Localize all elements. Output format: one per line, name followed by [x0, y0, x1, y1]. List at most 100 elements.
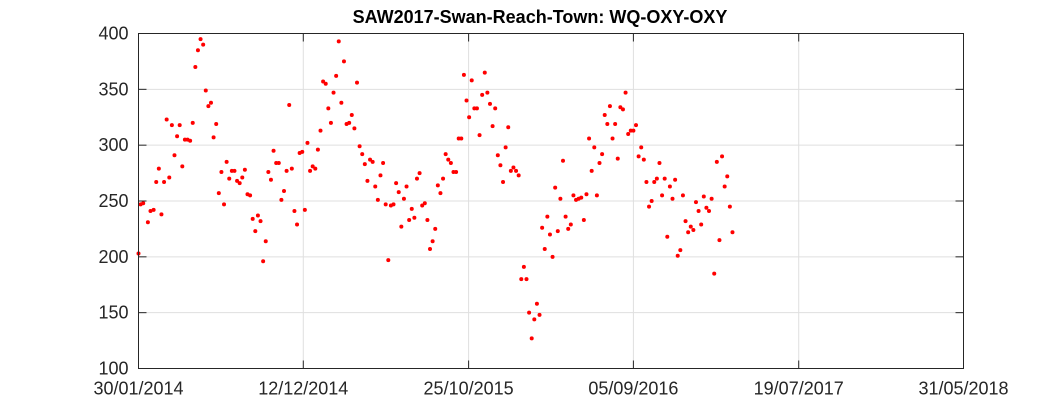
- data-point: [177, 123, 182, 128]
- x-tick-label: 25/10/2015: [424, 379, 514, 399]
- data-point: [289, 166, 294, 171]
- data-point: [250, 216, 255, 221]
- data-point: [154, 180, 159, 185]
- data-point: [542, 247, 547, 252]
- data-point: [349, 113, 354, 118]
- data-point: [148, 209, 153, 214]
- data-point: [195, 48, 200, 53]
- y-tick-label: 300: [98, 135, 128, 155]
- y-tick-label: 100: [98, 359, 128, 379]
- data-point: [169, 123, 174, 128]
- data-point: [417, 171, 422, 176]
- data-point: [657, 161, 662, 166]
- data-point: [263, 239, 268, 244]
- data-point: [714, 159, 719, 164]
- data-point: [261, 259, 266, 264]
- data-point: [145, 220, 150, 225]
- data-point: [524, 277, 529, 282]
- data-point: [477, 133, 482, 138]
- data-point: [605, 121, 610, 126]
- data-points: [136, 37, 735, 341]
- data-point: [615, 156, 620, 161]
- data-point: [717, 238, 722, 243]
- data-point: [248, 193, 253, 198]
- data-point: [281, 188, 286, 193]
- data-point: [493, 106, 498, 111]
- data-point: [203, 88, 208, 93]
- data-point: [302, 207, 307, 212]
- data-point: [208, 100, 213, 105]
- data-point: [242, 167, 247, 172]
- data-point: [295, 222, 300, 227]
- data-point: [529, 336, 534, 341]
- axes: 30/01/2014 12/12/2014 25/10/2015 05/09/2016…: [93, 24, 1008, 399]
- data-point: [670, 196, 675, 201]
- data-point: [631, 128, 636, 133]
- data-point: [618, 105, 623, 110]
- data-point: [287, 102, 292, 107]
- data-point: [534, 301, 539, 306]
- data-point: [498, 163, 503, 168]
- data-point: [310, 164, 315, 169]
- data-point: [404, 184, 409, 189]
- data-point: [654, 176, 659, 181]
- data-point: [519, 277, 524, 282]
- data-point: [620, 107, 625, 112]
- data-point: [696, 209, 701, 214]
- data-point: [318, 128, 323, 133]
- data-point: [469, 78, 474, 83]
- data-point: [206, 104, 211, 109]
- data-point: [266, 169, 271, 174]
- data-point: [584, 192, 589, 197]
- data-point: [268, 177, 273, 182]
- data-point: [636, 154, 641, 159]
- data-point: [399, 224, 404, 229]
- data-point: [568, 222, 573, 227]
- data-point: [691, 228, 696, 233]
- data-point: [284, 168, 289, 173]
- data-point: [443, 152, 448, 157]
- data-point: [644, 180, 649, 185]
- data-point: [357, 144, 362, 149]
- x-tick-label: 05/09/2016: [588, 379, 678, 399]
- data-point: [566, 226, 571, 231]
- data-point: [414, 176, 419, 181]
- data-point: [253, 229, 258, 234]
- data-point: [474, 106, 479, 111]
- data-point: [683, 219, 688, 224]
- data-point: [167, 175, 172, 180]
- data-point: [634, 123, 639, 128]
- data-point: [401, 196, 406, 201]
- data-point: [420, 203, 425, 208]
- data-point: [323, 81, 328, 86]
- data-point: [360, 152, 365, 157]
- data-point: [693, 200, 698, 205]
- data-point: [560, 158, 565, 163]
- data-point: [240, 175, 245, 180]
- data-point: [201, 42, 206, 47]
- data-point: [649, 199, 654, 203]
- data-point: [425, 217, 430, 222]
- data-point: [255, 213, 260, 218]
- data-point: [537, 312, 542, 317]
- data-point: [558, 196, 563, 201]
- y-tick-label: 400: [98, 24, 128, 44]
- data-point: [370, 159, 375, 164]
- data-point: [355, 80, 360, 85]
- data-point: [315, 147, 320, 152]
- data-point: [532, 317, 537, 322]
- data-point: [383, 202, 388, 207]
- data-point: [454, 169, 459, 174]
- data-point: [563, 214, 568, 219]
- data-point: [378, 173, 383, 178]
- data-point: [407, 217, 412, 222]
- data-point: [701, 194, 706, 199]
- data-point: [581, 217, 586, 222]
- data-point: [435, 183, 440, 188]
- data-point: [391, 202, 396, 207]
- data-point: [508, 168, 513, 173]
- data-point: [652, 180, 657, 185]
- data-point: [276, 161, 281, 166]
- data-point: [725, 174, 730, 179]
- data-point: [433, 226, 438, 231]
